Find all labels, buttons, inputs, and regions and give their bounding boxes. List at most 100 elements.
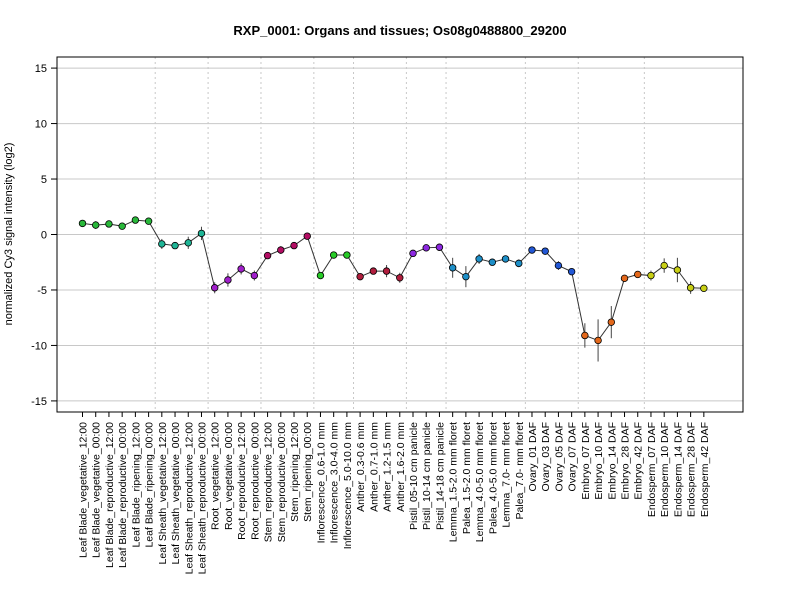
x-tick-label: Palea_7.0- mm floret: [514, 422, 526, 520]
x-tick-label: Stem_reproductive_12:00: [263, 422, 275, 542]
x-tick-label: Endosperm_28 DAF: [686, 422, 698, 517]
data-points: [78, 216, 708, 345]
y-tick-label: 5: [41, 174, 47, 186]
data-point: [250, 271, 259, 280]
x-tick-label: Leaf Blade_ripening_12:00: [130, 422, 142, 548]
data-point: [197, 229, 206, 238]
y-tick-label: 10: [35, 119, 47, 131]
x-tick-label: Endosperm_42 DAF: [699, 422, 711, 517]
data-point: [488, 258, 497, 266]
y-tick-label: -5: [37, 285, 47, 297]
x-tick-labels: Leaf Blade_vegetative_12:00 Leaf Blade_ve…: [78, 412, 711, 574]
chart-title: RXP_0001: Organs and tissues; Os08g04888…: [233, 23, 566, 38]
data-point: [660, 261, 668, 270]
data-point: [263, 251, 272, 260]
data-point: [634, 270, 642, 279]
data-point: [382, 267, 391, 275]
x-tick-label: Endosperm_07 DAF: [646, 422, 658, 517]
data-point: [620, 274, 629, 283]
x-tick-label: Embryo_14 DAF: [606, 422, 618, 500]
data-point: [541, 247, 549, 255]
data-point: [554, 261, 563, 270]
data-point: [131, 216, 140, 224]
x-tick-label: Pistil_10-14 cm panicle: [421, 422, 433, 530]
x-tick-label: Lemma_1.5-2.0 mm floret: [448, 422, 460, 542]
y-axis: -15 -10 -5 0 5 10 15: [31, 63, 57, 408]
data-point: [343, 251, 351, 259]
x-tick-label: Palea_1.5-2.0 mm floret: [461, 422, 473, 534]
x-tick-label: Ovary_07 DAF: [567, 422, 579, 491]
data-point: [105, 220, 113, 228]
data-point: [78, 219, 87, 228]
x-tick-label: Anther_1.2-1.5 mm: [382, 422, 394, 512]
x-tick-label: Leaf Blade_vegetative_12:00: [78, 422, 90, 558]
data-point: [475, 255, 483, 263]
x-tick-label: Leaf Sheath_vegetative_00:00: [170, 422, 182, 565]
x-tick-label: Inflorescence_3.0-4.0 mm: [329, 422, 341, 544]
data-point: [422, 244, 430, 252]
data-point: [409, 249, 417, 258]
data-point: [118, 222, 126, 230]
x-tick-label: Palea_4.0-5.0 mm floret: [487, 422, 499, 534]
data-point: [369, 267, 378, 275]
data-point: [448, 264, 457, 272]
data-point: [607, 318, 615, 326]
x-tick-label: Embryo_42 DAF: [633, 422, 645, 500]
data-point: [158, 240, 166, 248]
data-point: [396, 274, 404, 282]
data-point: [316, 271, 325, 280]
data-point: [144, 217, 153, 225]
x-tick-label: Embryo_28 DAF: [620, 422, 632, 500]
x-tick-label: Lemma_4.0-5.0 mm floret: [474, 422, 486, 542]
x-tick-label: Leaf Sheath_reproductive_12:00: [183, 422, 195, 575]
x-tick-label: Root_reproductive_12:00: [236, 422, 248, 540]
data-point: [647, 271, 655, 280]
y-tick-label: 15: [35, 63, 47, 75]
y-tick-label: -10: [31, 340, 47, 352]
x-tick-label: Embryo_07 DAF: [580, 422, 592, 500]
data-point: [462, 272, 470, 281]
data-point: [277, 246, 285, 254]
x-tick-label: Endosperm_10 DAF: [659, 422, 671, 517]
y-tick-label: -15: [31, 396, 47, 408]
x-tick-label: Endosperm_14 DAF: [672, 422, 684, 517]
data-point: [435, 243, 444, 251]
x-tick-label: Pistil_05-10 cm panicle: [408, 422, 420, 530]
x-tick-label: Inflorescence_5.0-10.0 mm: [342, 422, 354, 549]
x-tick-label: Stem_reproductive_00:00: [276, 422, 288, 542]
x-tick-label: Root_vegetative_12:00: [210, 422, 222, 530]
data-point: [528, 246, 536, 254]
data-point: [303, 232, 311, 240]
x-tick-label: Anther_1.6-2.0 mm: [395, 422, 407, 512]
data-point: [581, 331, 589, 340]
data-point: [567, 267, 576, 276]
data-point: [92, 221, 100, 229]
data-point: [501, 255, 510, 263]
data-point: [673, 266, 682, 274]
x-tick-label: Leaf Blade_reproductive_00:00: [117, 422, 129, 568]
x-tick-label: Embryo_10 DAF: [593, 422, 605, 500]
x-tick-label: Leaf Blade_reproductive_12:00: [104, 422, 116, 568]
data-point: [184, 239, 192, 247]
data-point: [224, 276, 232, 284]
plot-frame: [56, 56, 744, 413]
x-tick-label: Leaf Blade_ripening_00:00: [144, 422, 156, 548]
x-tick-label: Pistil_14-18 cm panicle: [434, 422, 446, 530]
x-tick-label: Inflorescence_0.6-1.0 mm: [315, 422, 327, 544]
x-tick-label: Leaf Sheath_vegetative_12:00: [157, 422, 169, 565]
x-tick-label: Root_vegetative_00:00: [223, 422, 235, 530]
data-point: [594, 336, 602, 345]
data-point: [686, 284, 695, 292]
x-tick-label: Anther_0.3-0.6 mm: [355, 422, 367, 512]
data-point: [237, 265, 245, 273]
data-point: [356, 272, 364, 281]
x-tick-label: Leaf Sheath_reproductive_00:00: [196, 422, 208, 575]
grid-lines: [57, 57, 743, 412]
x-tick-label: Ovary_05 DAF: [553, 422, 565, 491]
data-point: [210, 284, 219, 292]
data-point: [515, 259, 523, 268]
x-tick-label: Root_reproductive_00:00: [249, 422, 261, 540]
data-point: [171, 241, 179, 250]
x-tick-label: Lemma_7.0- mm floret: [501, 422, 513, 528]
